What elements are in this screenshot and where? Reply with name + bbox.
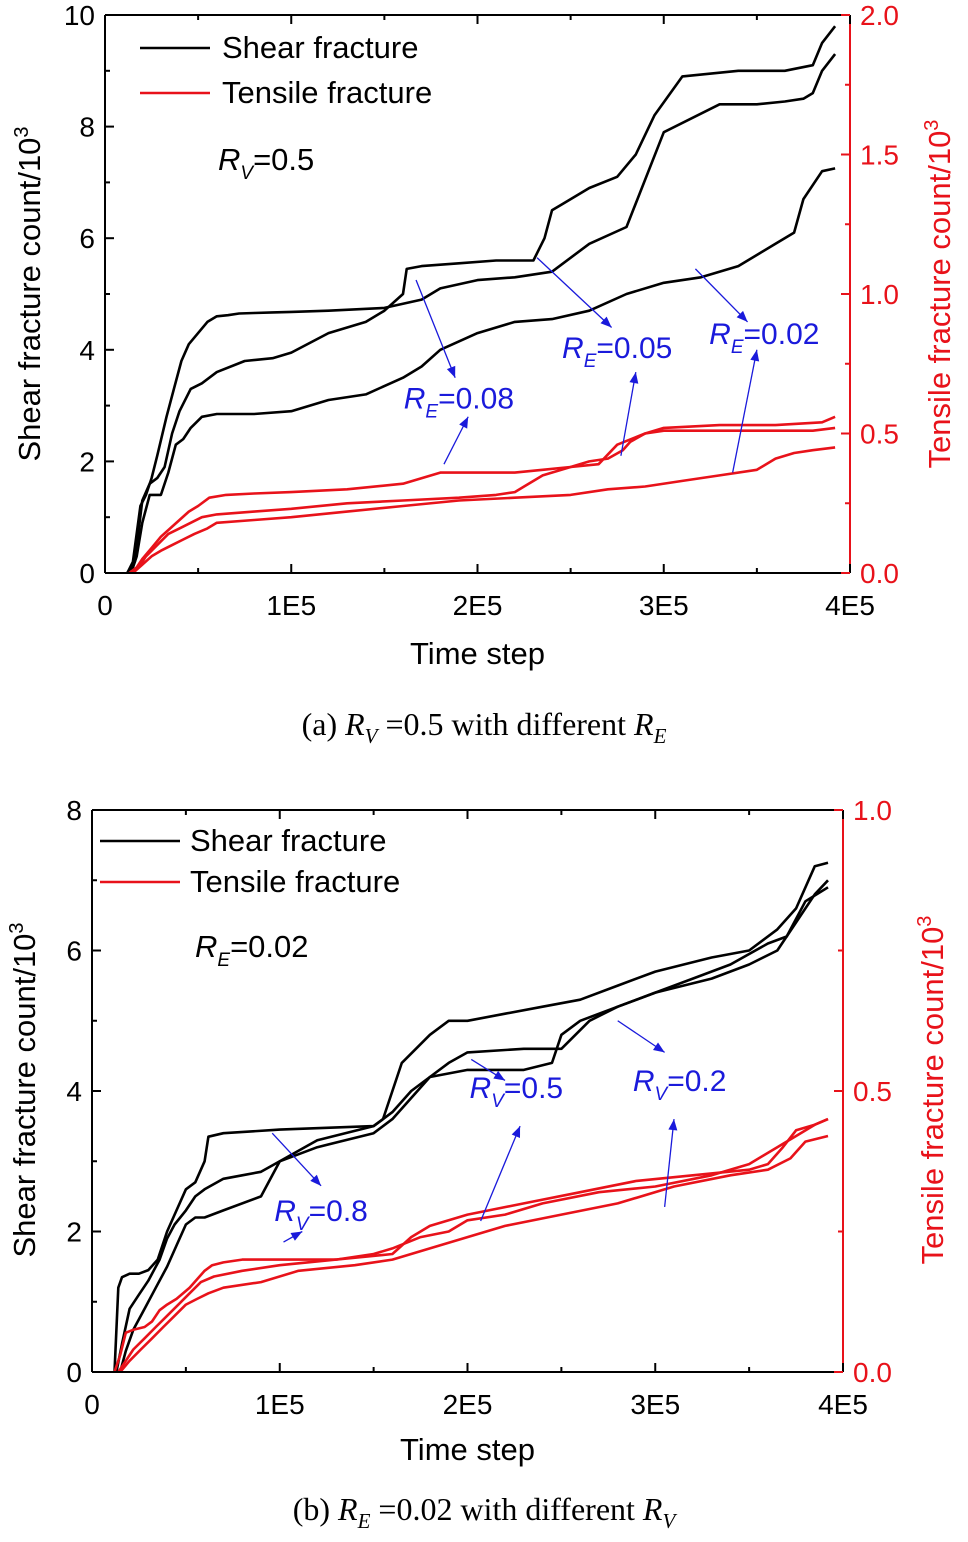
y-right-tick-label: 1.0	[853, 795, 892, 826]
x-tick-label: 4E5	[818, 1389, 868, 1420]
y-right-tick-label: 0.5	[853, 1076, 892, 1107]
caption: (a) RV =0.5 with different RE	[302, 706, 667, 748]
annotation-arrow-line	[415, 279, 456, 378]
annotation-label-2: RV=0.5	[470, 1072, 564, 1112]
x-tick-label: 2E5	[453, 590, 503, 621]
y-left-tick-label: 2	[79, 446, 95, 477]
y-right-tick-label: 2.0	[860, 0, 899, 31]
annotation-label-1: RV=0.8	[274, 1195, 368, 1235]
y-left-tick-label: 0	[79, 558, 95, 589]
annotation-arrow-head	[511, 1126, 521, 1139]
annotation-arrow-line	[536, 257, 613, 328]
y-left-axis-label: Shear fracture count/103	[6, 922, 42, 1257]
x-tick-label: 3E5	[639, 590, 689, 621]
condition-label: RE=0.02	[195, 929, 309, 971]
annotation-arrow-line	[620, 372, 637, 456]
x-tick-label: 1E5	[255, 1389, 305, 1420]
y-left-tick-label: 0	[66, 1357, 82, 1388]
y-left-tick-label: 4	[66, 1076, 82, 1107]
x-tick-label: 3E5	[630, 1389, 680, 1420]
x-tick-label: 4E5	[825, 590, 875, 621]
y-left-tick-label: 4	[79, 335, 95, 366]
series-group	[126, 25, 837, 573]
series-line-2	[126, 25, 837, 573]
y-right-tick-label: 1.0	[860, 279, 899, 310]
series-group	[113, 861, 829, 1372]
x-tick-label: 1E5	[266, 590, 316, 621]
annotation-arrow-head	[459, 416, 469, 429]
x-tick-label: 0	[97, 590, 113, 621]
chart-panel-b: 0 1E5 2E5 3E5 4E5 0 2 4 6 8 0.0 0.5 1.0 Time step Shea…	[6, 795, 950, 1533]
x-tick-label: 0	[84, 1389, 100, 1420]
series-line-5	[117, 1117, 829, 1372]
annotation-arrow-line	[480, 1125, 521, 1222]
annotation-arrow-line	[663, 1119, 675, 1207]
y-right-tick-label: 0.5	[860, 419, 899, 450]
chart-panel-a: 0 1E5 2E5 3E5 4E5 0 2 4 6 8 10 0.0 0.5 1.0 1.5 2.0 Time …	[11, 0, 957, 748]
legend-label-1: Shear fracture	[222, 30, 418, 65]
annotation-arrow-line	[694, 268, 749, 323]
annotation-arrow-head	[629, 372, 639, 384]
annotation-arrow-head	[653, 1042, 665, 1053]
series-line-1	[126, 53, 837, 573]
annotation-arrow-head	[310, 1174, 322, 1186]
annotation-arrow-head	[493, 1070, 506, 1081]
series-line-2	[115, 879, 829, 1372]
y-left-axis-label: Shear fracture count/103	[11, 126, 47, 461]
y-left-tick-label: 8	[66, 795, 82, 826]
annotation-arrow-head	[290, 1231, 303, 1241]
annotation-arrow-head	[736, 310, 748, 322]
legend-label-2: Tensile fracture	[190, 864, 400, 899]
annotation-label-1: RE=0.08	[404, 382, 514, 422]
y-right-tick-label: 0.0	[853, 1357, 892, 1388]
series-line-6	[132, 446, 836, 573]
annotation-arrow-head	[750, 349, 760, 362]
y-right-tick-label: 0.0	[860, 558, 899, 589]
series-line-4	[113, 1117, 829, 1372]
condition-label: RV=0.5	[218, 142, 314, 184]
y-left-tick-label: 8	[79, 112, 95, 143]
annotation-label-3: RE=0.02	[709, 318, 819, 358]
annotation-arrow-line	[271, 1132, 322, 1187]
y-right-tick-label: 1.5	[860, 140, 899, 171]
legend-label-2: Tensile fracture	[222, 75, 432, 110]
caption: (b) RE =0.02 with different RV	[293, 1491, 678, 1533]
y-left-tick-label: 6	[79, 223, 95, 254]
x-axis-label: Time step	[400, 1432, 535, 1467]
x-axis-label: Time step	[410, 636, 545, 671]
annotation-arrow-head	[600, 316, 612, 328]
series-line-3	[129, 167, 836, 573]
y-left-tick-label: 10	[64, 0, 95, 31]
annotation-label-2: RE=0.05	[562, 332, 672, 372]
y-right-axis-label: Tensile fracture count/103	[914, 916, 950, 1265]
annotation-label-3: RV=0.2	[633, 1065, 727, 1105]
y-left-tick-label: 2	[66, 1217, 82, 1248]
series-line-1	[113, 861, 829, 1372]
legend-label-1: Shear fracture	[190, 823, 386, 858]
x-tick-label: 2E5	[443, 1389, 493, 1420]
y-right-axis-label: Tensile fracture count/103	[921, 120, 957, 469]
y-left-tick-label: 6	[66, 936, 82, 967]
series-line-5	[130, 426, 836, 573]
annotation-arrow-line	[732, 349, 758, 473]
annotation-arrow-head	[668, 1119, 678, 1131]
series-line-6	[119, 1134, 829, 1372]
series-line-3	[118, 886, 829, 1372]
annotation-arrow-head	[446, 365, 456, 378]
